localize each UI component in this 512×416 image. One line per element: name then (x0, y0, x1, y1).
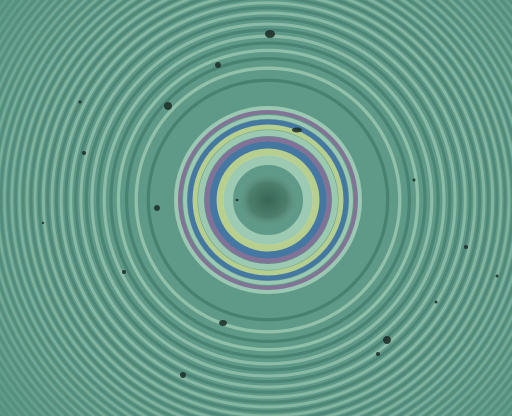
dust-speck (376, 352, 380, 356)
dust-speck (265, 30, 275, 38)
dust-speck (78, 100, 82, 104)
dust-speck (383, 336, 391, 344)
dust-speck (292, 127, 302, 133)
dust-speck (215, 62, 221, 68)
dust-speck (235, 198, 239, 202)
dust-speck (41, 221, 45, 225)
dust-speck (434, 300, 438, 304)
dust-speck (219, 320, 227, 326)
dust-speck (464, 245, 468, 249)
dust-particles (41, 30, 499, 378)
dust-speck (164, 102, 172, 110)
dust-speck (154, 205, 160, 211)
dust-speck (495, 274, 499, 278)
dust-speck (180, 372, 186, 378)
dust-speck (122, 270, 126, 274)
dust-speck (82, 151, 86, 155)
dust-speck (412, 178, 416, 182)
